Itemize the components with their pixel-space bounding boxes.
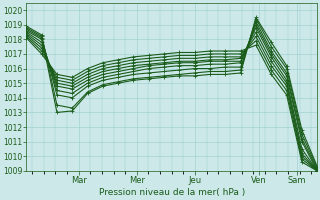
X-axis label: Pression niveau de la mer( hPa ): Pression niveau de la mer( hPa ) [99, 188, 245, 197]
